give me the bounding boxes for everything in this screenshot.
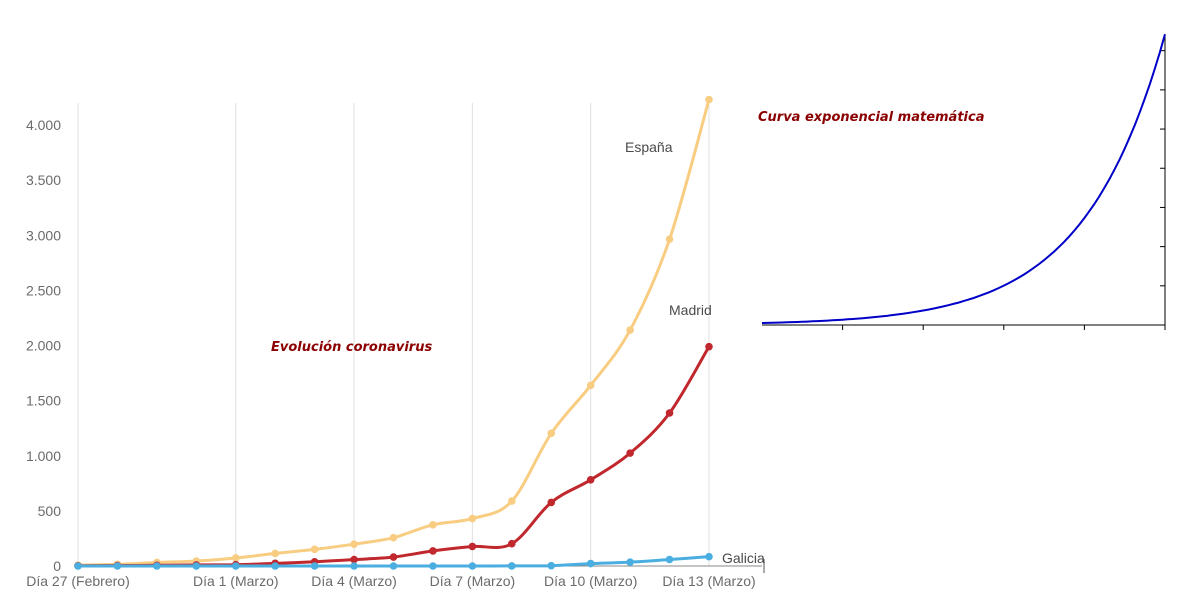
data-point [468,514,477,523]
x-tick-labels: Día 27 (Febrero) Día 1 (Marzo) Día 4 (Marz… [26,573,755,589]
series-line [76,345,711,568]
x-tick-label: Día 1 (Marzo) [193,573,279,589]
data-point [508,539,516,548]
y-tick-label: 3.000 [26,227,61,243]
y-tick-label: 1.000 [26,448,61,464]
grid-lines [77,103,710,566]
series-lines [74,95,713,570]
y-tick-label: 500 [38,503,62,519]
data-point [665,235,674,243]
y-tick-label: 2.500 [26,282,61,298]
data-point [705,342,713,351]
data-point [271,562,279,570]
data-point [113,562,122,570]
data-point [508,562,516,570]
exponential-curve-layer [761,33,1166,324]
data-point [350,555,358,564]
x-tick-label: Día 4 (Marzo) [311,573,397,589]
x-tick-label: Día 13 (Marzo) [662,573,755,589]
y-tick-label: 0 [53,558,61,574]
data-point [310,562,319,570]
data-point [626,449,634,457]
data-point [626,558,634,566]
data-point [429,547,437,555]
x-tick-label: Día 27 (Febrero) [26,573,129,589]
exponential-curve [761,33,1166,324]
data-point [665,555,674,564]
data-point [231,562,240,570]
data-point [508,497,516,505]
data-point [586,559,595,568]
data-point [389,562,398,570]
data-point [547,561,556,570]
data-point [153,562,161,570]
series-0 [74,95,713,569]
series-2 [74,552,713,570]
data-point [705,552,713,561]
x-tick-label: Día 7 (Marzo) [430,573,516,589]
data-point [310,545,319,554]
data-point [665,409,674,417]
data-point [547,498,556,507]
data-point [231,554,240,562]
data-point [350,562,358,570]
exponential-axes [762,35,1166,330]
data-point [429,520,437,529]
y-tick-label: 3.500 [26,172,61,188]
data-point [468,542,477,551]
data-point [547,429,556,438]
x-tick-label: Día 10 (Marzo) [544,573,637,589]
series-line [76,98,711,567]
data-point [468,562,477,570]
series-label-galicia: Galicia [722,550,765,566]
y-tick-label: 2.000 [26,338,61,354]
y-tick-label: 4.000 [26,117,61,133]
data-point [389,533,398,542]
data-point [74,562,82,570]
y-tick-label: 1.500 [26,393,61,409]
data-point [586,475,595,484]
data-point [626,326,634,334]
data-point [389,553,398,561]
chart-title-coronavirus: Evolución coronavirus [271,340,432,355]
series-label-espana: España [625,139,673,155]
series-label-madrid: Madrid [669,302,712,318]
chart-title-exponential: Curva exponencial matemática [758,110,984,125]
y-tick-labels: 0 500 1.000 1.500 2.000 2.500 3.000 3.500 4.000 [26,117,61,574]
data-point [271,549,279,558]
data-point [705,95,713,104]
data-point [350,540,358,548]
data-point [429,562,437,570]
data-point [586,381,595,390]
data-point [192,562,201,570]
